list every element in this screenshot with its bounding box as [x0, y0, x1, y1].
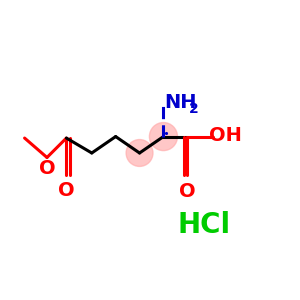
Text: OH: OH: [209, 127, 242, 146]
Text: O: O: [39, 159, 55, 178]
Text: NH: NH: [164, 93, 197, 112]
Text: 2: 2: [189, 102, 199, 116]
Circle shape: [126, 140, 153, 166]
Text: O: O: [58, 182, 75, 200]
Text: HCl: HCl: [177, 211, 230, 239]
Text: O: O: [179, 182, 196, 201]
Circle shape: [149, 122, 178, 151]
